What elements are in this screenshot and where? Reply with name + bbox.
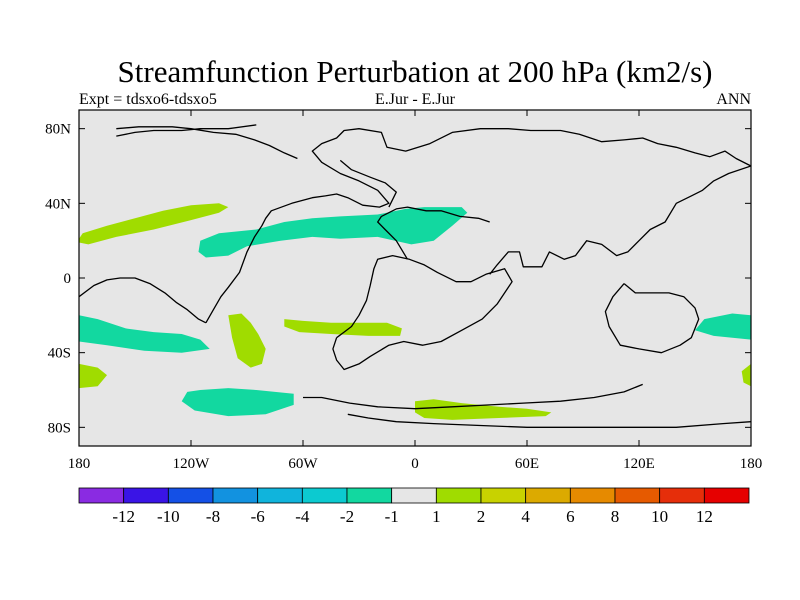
colorbar-label-5: -4 [295, 507, 310, 526]
left-string: Expt = tdsxo6-tdsxo5 [79, 91, 217, 108]
y-tick-label-4: 40S [48, 346, 71, 362]
contour-region-10 [415, 399, 552, 420]
x-tick-label-4: 0 [411, 456, 419, 472]
coastline-4 [332, 254, 513, 371]
contour-region-3 [79, 315, 210, 353]
colorbar-box-14 [659, 487, 705, 504]
colorbar-box-12 [569, 487, 616, 504]
colorbar-box-9 [435, 487, 482, 504]
coastline-11 [116, 124, 257, 137]
colorbar-box-11 [525, 487, 571, 504]
colorbar-label-4: -6 [251, 507, 265, 526]
colorbar-box-15 [703, 487, 750, 504]
coastline-10 [347, 413, 751, 428]
contour-region-9 [181, 388, 294, 417]
colorbar-label-2: -10 [157, 507, 180, 526]
center-string: E.Jur - E.Jur [375, 91, 456, 108]
x-tick-label-1: 180 [68, 456, 91, 472]
coastline-7 [339, 159, 397, 208]
colorbar-box-7 [346, 487, 393, 504]
colorbar-label-8: 1 [432, 507, 441, 526]
contour-region-8 [741, 363, 751, 387]
contour-region-7 [79, 363, 107, 389]
coastline-9 [303, 383, 643, 410]
x-tick-label-5: 60E [515, 456, 539, 472]
colorbar-box-13 [614, 487, 661, 504]
coastline-layer [79, 124, 751, 428]
coastline-6 [377, 206, 490, 260]
colorbar: -12 -10 -8 -6 -4 -2 -1 1 2 4 6 8 10 12 [78, 487, 750, 526]
colorbar-label-10: 4 [521, 507, 530, 526]
x-tick-label-3: 60W [288, 456, 318, 472]
coastline-3 [116, 126, 298, 160]
y-tick-label-5: 80S [48, 420, 71, 436]
colorbar-label-3: -8 [206, 507, 220, 526]
coastline-8 [604, 283, 700, 354]
colorbar-label-12: 8 [611, 507, 620, 526]
colorbar-label-9: 2 [477, 507, 486, 526]
colorbar-box-6 [301, 487, 348, 504]
axes-layer: 180 120W 60W 0 60E 120E 180 80N 40N 0 40S 80S [45, 110, 762, 472]
y-tick-label-3: 0 [64, 271, 72, 287]
colorbar-label-7: -1 [385, 507, 399, 526]
contour-region-6 [284, 319, 402, 336]
y-tick-label-1: 80N [45, 122, 71, 138]
coastline-2 [79, 277, 207, 324]
contour-region-2 [198, 207, 468, 258]
colorbar-box-4 [212, 487, 259, 504]
contour-region-1 [79, 203, 229, 245]
contour-fill-layer [79, 203, 751, 420]
colorbar-box-2 [123, 487, 169, 504]
colorbar-label-6: -2 [340, 507, 354, 526]
colorbar-label-1: -12 [112, 507, 135, 526]
contour-region-4 [695, 313, 751, 340]
chart-title: Streamfunction Perturbation at 200 hPa (… [118, 54, 713, 89]
right-string: ANN [716, 91, 751, 108]
x-tick-label-2: 120W [173, 456, 211, 472]
x-tick-label-6: 120E [623, 456, 655, 472]
colorbar-box-1 [78, 487, 125, 504]
coastline-1 [205, 128, 751, 324]
colorbar-box-5 [257, 487, 303, 504]
x-tick-label-7: 180 [740, 456, 763, 472]
contour-region-5 [228, 313, 266, 368]
colorbar-box-8 [391, 487, 437, 504]
coastline-5 [489, 165, 751, 275]
colorbar-box-3 [167, 487, 214, 504]
colorbar-label-11: 6 [566, 507, 575, 526]
colorbar-label-13: 10 [651, 507, 668, 526]
y-tick-label-2: 40N [45, 196, 71, 212]
map-background [79, 110, 751, 446]
colorbar-box-10 [480, 487, 527, 504]
colorbar-label-14: 12 [696, 507, 713, 526]
